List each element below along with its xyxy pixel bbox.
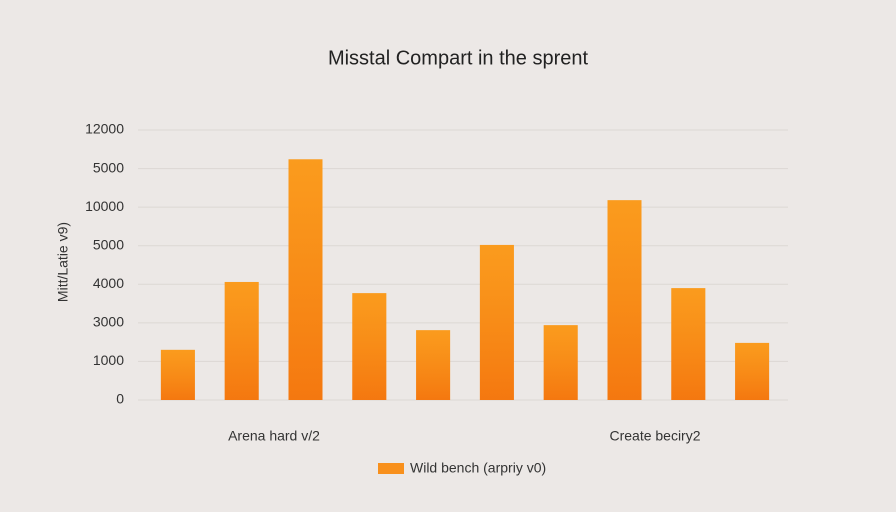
y-tick-label: 12000 <box>85 121 124 137</box>
x-group-label: Arena hard v/2 <box>228 428 320 444</box>
y-tick-label: 5000 <box>93 159 124 175</box>
bar-shade <box>607 200 642 400</box>
bar-shade <box>224 281 259 400</box>
bar-shade <box>543 325 578 400</box>
bar-shade <box>735 342 770 400</box>
y-tick-label: 4000 <box>93 275 124 291</box>
x-group-label: Create beciry2 <box>609 428 700 444</box>
legend-swatch <box>378 463 404 474</box>
y-axis-label: Mitt/Latie v9) <box>55 222 71 302</box>
bar-shade <box>352 293 387 400</box>
bar-shade <box>288 159 323 400</box>
y-tick-label: 1000 <box>93 352 124 368</box>
y-tick-label: 3000 <box>93 314 124 330</box>
y-tick-label: 5000 <box>93 236 124 252</box>
bar-shade <box>160 349 195 400</box>
bar-shade <box>416 330 451 400</box>
y-tick-label: 10000 <box>85 198 124 214</box>
y-tick-label: 0 <box>116 391 124 407</box>
chart-title: Misstal Compart in the sprent <box>328 47 589 69</box>
bar-shade <box>671 288 706 400</box>
bar-shade <box>479 244 514 400</box>
legend-label: Wild bench (arpriy v0) <box>410 460 546 476</box>
